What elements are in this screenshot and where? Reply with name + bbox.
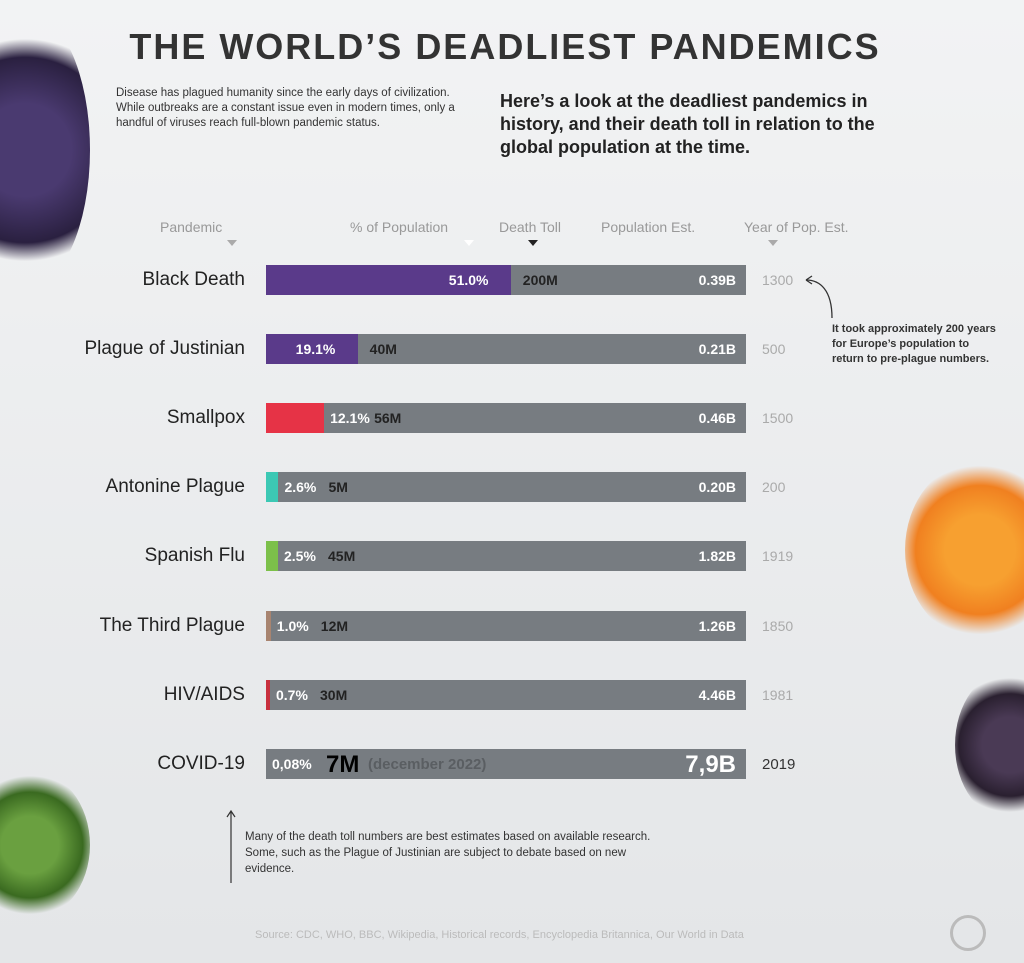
pct-label: 19.1% <box>295 341 336 357</box>
death-toll-label: 7M <box>326 751 360 778</box>
year-label: 1919 <box>762 548 794 564</box>
pct-fill-bar <box>266 403 325 433</box>
sort-arrow-icon <box>528 240 538 246</box>
population-label: 0.20B <box>698 479 736 495</box>
sort-arrow-icon <box>464 240 474 246</box>
table-row: HIV/AIDS 0.7% 30M 4.46B 1981 <box>0 680 1024 710</box>
pandemic-name: HIV/AIDS <box>163 684 245 705</box>
source-text: Source: CDC, WHO, BBC, Wikipedia, Histor… <box>255 929 744 941</box>
footnote-arrow-icon <box>226 809 236 883</box>
population-label: 0.46B <box>698 410 736 426</box>
pct-fill-bar <box>266 265 511 295</box>
pandemic-name: Black Death <box>142 269 245 290</box>
table-row: Plague of Justinian 19.1% 40M 0.21B 500 <box>0 334 1024 364</box>
pct-fill-bar <box>266 541 278 571</box>
population-label: 1.26B <box>698 618 736 634</box>
pct-fill-bar <box>266 611 271 641</box>
table-row: COVID-19 0,08% 7M (december 2022) 7,9B 2… <box>0 749 1024 779</box>
pandemic-name: Plague of Justinian <box>84 338 245 359</box>
population-bar: 12.1% 56M 0.46B <box>266 403 746 433</box>
death-toll-label: 40M <box>369 341 397 357</box>
pct-label: 0,08% <box>272 756 312 772</box>
population-bar: 2.5% 45M 1.82B <box>266 541 746 571</box>
virus-illustration <box>905 460 1024 640</box>
table-row: Spanish Flu 2.5% 45M 1.82B 1919 <box>0 541 1024 571</box>
header-pandemic: Pandemic <box>160 219 223 235</box>
pct-label: 0.7% <box>276 687 308 703</box>
population-label: 4.46B <box>698 687 736 703</box>
year-label: 500 <box>762 341 786 357</box>
pandemic-name: Antonine Plague <box>105 476 245 497</box>
population-label: 1.82B <box>698 548 736 564</box>
intro-text: Disease has plagued humanity since the e… <box>116 87 455 129</box>
table-row: Smallpox 12.1% 56M 0.46B 1500 <box>0 403 1024 433</box>
pct-label: 2.5% <box>284 548 316 564</box>
population-bar: 51.0% 200M 0.39B <box>266 265 746 295</box>
pandemic-name: The Third Plague <box>99 615 245 636</box>
footnote-text: Many of the death toll numbers are best … <box>245 831 651 875</box>
table-row: Black Death 51.0% 200M 0.39B 1300 <box>0 265 1024 295</box>
year-label: 200 <box>762 479 786 495</box>
logo-icon <box>950 915 986 951</box>
death-toll-label: 56M <box>374 410 402 426</box>
pct-label: 51.0% <box>448 272 489 288</box>
pct-fill-bar <box>266 334 358 364</box>
death-toll-label: 45M <box>328 548 356 564</box>
population-bar: 0,08% 7M (december 2022) 7,9B <box>266 749 746 779</box>
header-death-toll: Death Toll <box>499 219 562 235</box>
death-toll-label: 12M <box>320 618 349 634</box>
annotation-arrow-icon <box>805 275 833 319</box>
pandemic-name: Smallpox <box>166 407 245 428</box>
annotation-text: It took approximately 200 years for Euro… <box>832 323 996 365</box>
pct-label: 2.6% <box>284 479 317 495</box>
population-label: 0.21B <box>698 341 736 357</box>
year-label: 1850 <box>762 618 794 634</box>
death-toll-note: (december 2022) <box>368 756 487 773</box>
population-bar: 2.6% 5M 0.20B <box>266 472 746 502</box>
virus-illustration <box>0 770 90 920</box>
lead-text: Here’s a look at the deadliest pandemics… <box>500 91 875 157</box>
death-toll-label: 5M <box>328 479 348 495</box>
death-toll-label: 200M <box>522 272 558 288</box>
year-label: 1981 <box>762 687 794 703</box>
page-title: THE WORLD’S DEADLIEST PANDEMICS <box>129 26 881 67</box>
year-label: 2019 <box>762 756 796 773</box>
pct-fill-bar <box>266 680 270 710</box>
pct-label: 1.0% <box>276 618 309 634</box>
pandemic-name: COVID-19 <box>157 753 245 774</box>
header-pct: % of Population <box>350 219 449 235</box>
table-row: Antonine Plague 2.6% 5M 0.20B 200 <box>0 472 1024 502</box>
header-year: Year of Pop. Est. <box>744 219 849 235</box>
pct-fill-bar <box>266 472 279 502</box>
header-population: Population Est. <box>601 219 696 235</box>
table-row: The Third Plague 1.0% 12M 1.26B 1850 <box>0 611 1024 641</box>
population-label: 0.39B <box>698 272 736 288</box>
population-label: 7,9B <box>685 751 736 778</box>
death-toll-label: 30M <box>320 687 348 703</box>
year-label: 1500 <box>762 410 794 426</box>
sort-arrow-icon <box>768 240 778 246</box>
population-bar: 0.7% 30M 4.46B <box>266 680 746 710</box>
pct-label: 12.1% <box>330 410 370 426</box>
population-bar: 19.1% 40M 0.21B <box>266 334 746 364</box>
pandemic-name: Spanish Flu <box>144 545 245 566</box>
year-label: 1300 <box>762 272 794 288</box>
population-bar: 1.0% 12M 1.26B <box>266 611 746 641</box>
sort-arrow-icon <box>227 240 237 246</box>
